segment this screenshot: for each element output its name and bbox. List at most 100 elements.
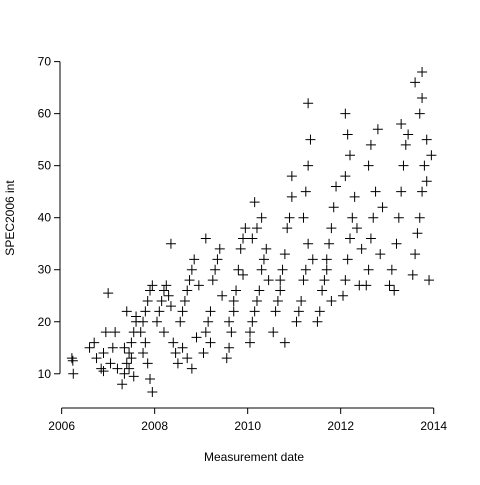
point bbox=[140, 306, 151, 317]
point bbox=[324, 238, 335, 249]
point bbox=[275, 275, 286, 286]
point bbox=[138, 316, 149, 327]
point bbox=[365, 233, 376, 244]
point bbox=[200, 327, 211, 338]
point bbox=[231, 285, 242, 296]
point bbox=[351, 223, 362, 234]
y-tick-label: 60 bbox=[38, 107, 52, 121]
point bbox=[258, 254, 269, 265]
point bbox=[170, 347, 181, 358]
point bbox=[279, 337, 290, 348]
point bbox=[363, 264, 374, 275]
point bbox=[184, 275, 195, 286]
point bbox=[224, 342, 235, 353]
y-axis-label: SPEC2006 int bbox=[3, 180, 17, 256]
point bbox=[119, 342, 130, 353]
point bbox=[107, 342, 118, 353]
point bbox=[361, 280, 372, 291]
x-tick-label: 2008 bbox=[141, 419, 168, 433]
point bbox=[391, 238, 402, 249]
point bbox=[117, 379, 128, 390]
point bbox=[414, 108, 425, 119]
point bbox=[142, 295, 153, 306]
point bbox=[147, 386, 158, 397]
point bbox=[145, 373, 156, 384]
point bbox=[198, 347, 209, 358]
point bbox=[145, 285, 156, 296]
point bbox=[186, 264, 197, 275]
y-tick-label: 70 bbox=[38, 55, 52, 69]
point bbox=[67, 355, 78, 366]
point bbox=[100, 327, 111, 338]
point bbox=[340, 171, 351, 182]
point bbox=[224, 316, 235, 327]
point bbox=[66, 353, 77, 364]
point bbox=[158, 285, 169, 296]
point bbox=[245, 327, 255, 338]
point bbox=[370, 186, 381, 197]
x-tick-label: 2010 bbox=[234, 419, 261, 433]
point bbox=[342, 254, 353, 265]
point bbox=[182, 285, 193, 296]
point bbox=[261, 243, 272, 254]
point bbox=[344, 150, 355, 161]
point bbox=[124, 363, 135, 374]
point bbox=[189, 254, 200, 265]
point bbox=[303, 160, 314, 171]
point bbox=[254, 285, 265, 296]
point bbox=[344, 233, 355, 244]
point bbox=[163, 290, 174, 301]
point bbox=[240, 223, 251, 234]
point bbox=[126, 337, 137, 348]
point bbox=[203, 316, 214, 327]
point bbox=[268, 327, 279, 338]
point bbox=[212, 254, 223, 265]
point bbox=[238, 233, 249, 244]
point bbox=[207, 275, 218, 286]
point bbox=[165, 301, 176, 312]
point bbox=[217, 290, 228, 301]
point bbox=[156, 295, 167, 306]
point bbox=[200, 233, 211, 244]
point bbox=[365, 139, 376, 150]
x-tick-label: 2012 bbox=[327, 419, 354, 433]
point bbox=[342, 129, 353, 140]
point bbox=[179, 295, 190, 306]
point bbox=[247, 316, 258, 327]
point bbox=[326, 223, 337, 234]
point bbox=[312, 316, 323, 327]
point bbox=[135, 327, 146, 338]
point bbox=[426, 150, 437, 161]
point bbox=[84, 342, 95, 353]
x-tick-label: 2006 bbox=[48, 419, 75, 433]
point bbox=[393, 212, 404, 223]
point bbox=[296, 295, 307, 306]
point bbox=[386, 264, 397, 275]
point bbox=[317, 285, 328, 296]
point bbox=[142, 358, 153, 369]
point bbox=[300, 264, 311, 275]
point bbox=[105, 358, 116, 369]
point bbox=[126, 353, 137, 364]
point bbox=[191, 332, 202, 343]
point bbox=[138, 347, 149, 358]
point bbox=[410, 249, 421, 260]
point bbox=[277, 264, 288, 275]
point bbox=[414, 212, 425, 223]
point bbox=[161, 280, 172, 291]
point bbox=[221, 353, 232, 364]
point bbox=[384, 280, 395, 291]
point bbox=[347, 212, 358, 223]
point bbox=[214, 243, 225, 254]
point bbox=[377, 202, 388, 213]
point bbox=[331, 181, 342, 192]
point bbox=[375, 249, 386, 260]
x-tick-label: 2014 bbox=[420, 419, 447, 433]
point bbox=[177, 342, 188, 353]
point bbox=[300, 186, 311, 197]
point bbox=[263, 275, 274, 286]
point bbox=[363, 160, 374, 171]
point bbox=[396, 186, 407, 197]
point bbox=[245, 337, 255, 348]
point bbox=[305, 134, 316, 145]
